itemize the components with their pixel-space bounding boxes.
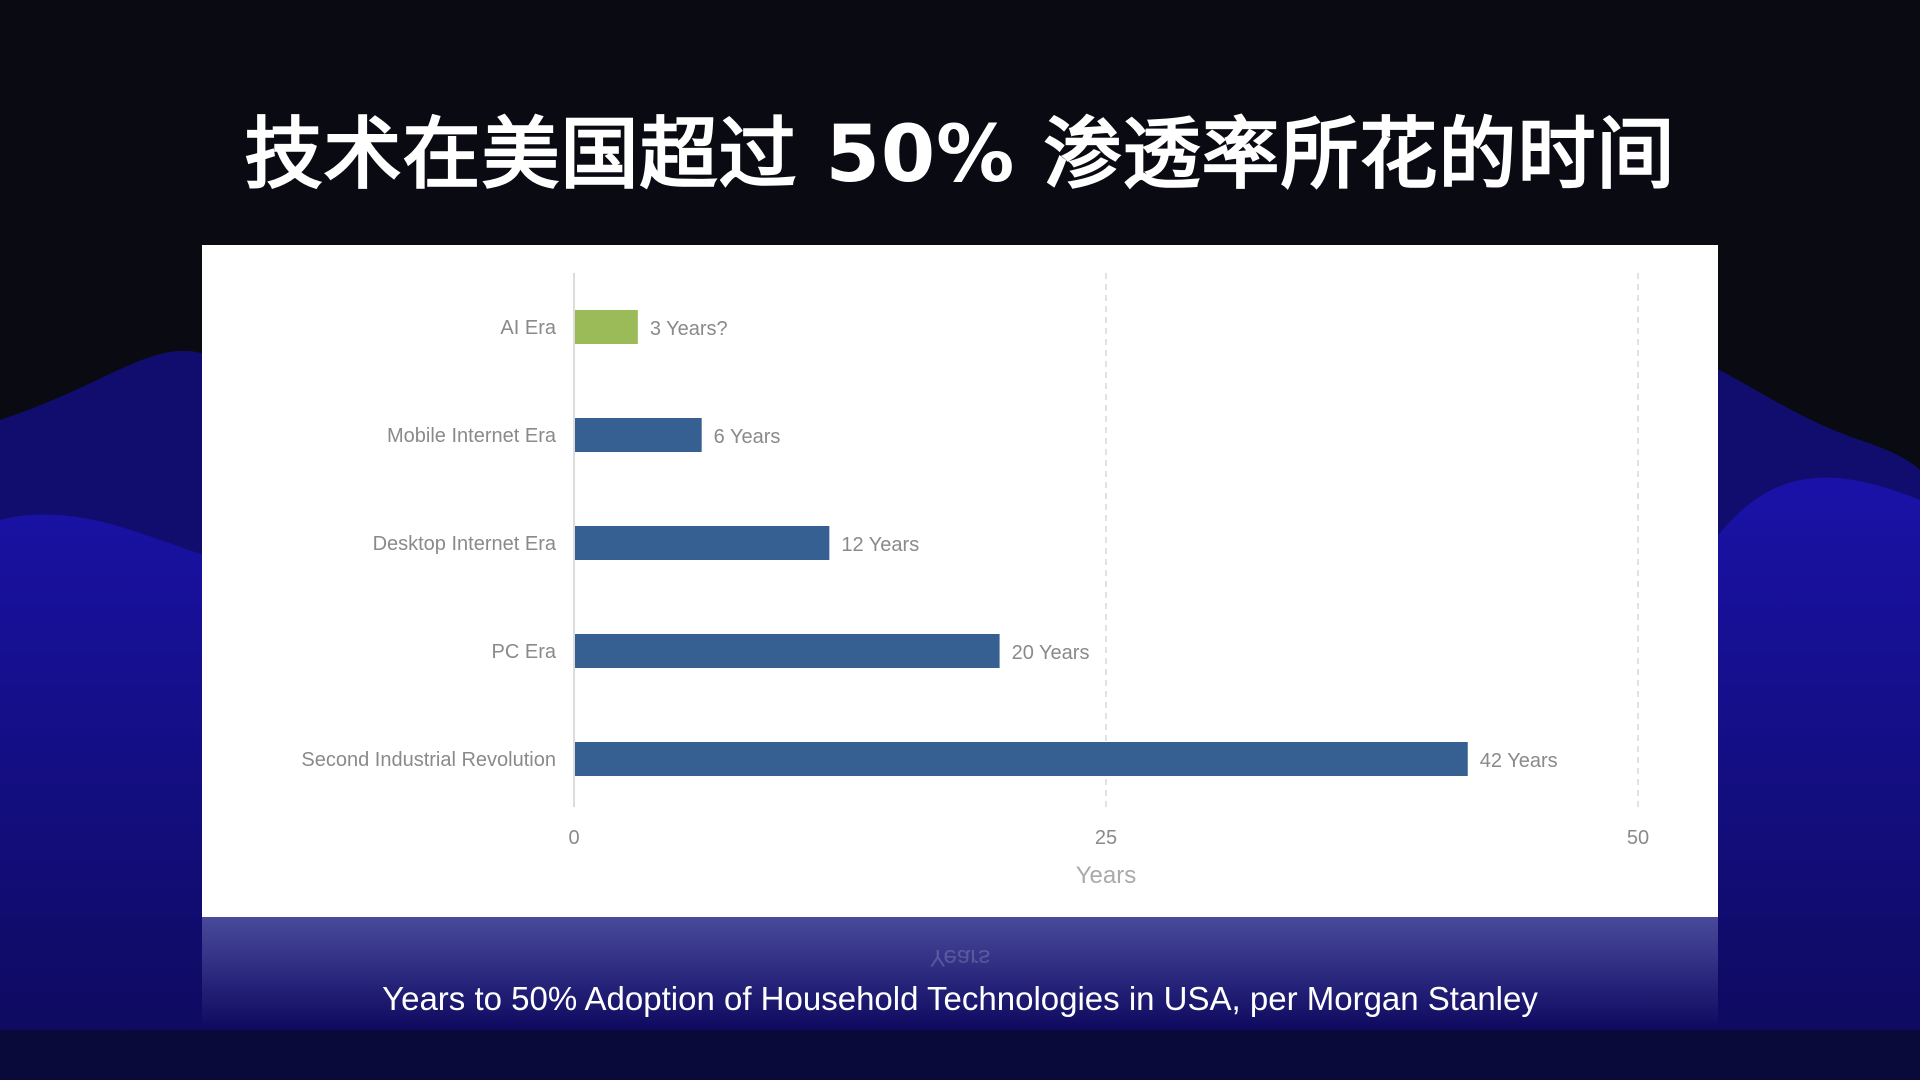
category-label: Second Industrial Revolution xyxy=(301,749,556,771)
slide-title: 技术在美国超过 50% 渗透率所花的时间 xyxy=(244,110,1676,200)
reflection-text: Years xyxy=(929,944,991,971)
category-label: AI Era xyxy=(500,317,556,339)
x-tick-label-25: 25 xyxy=(1095,827,1117,849)
bar-chart: AI Era 3 Years? Mobile Internet Era 6 Years… xyxy=(301,273,1649,889)
bar xyxy=(575,418,702,452)
data-label: 42 Years xyxy=(1480,750,1558,772)
category-label: PC Era xyxy=(492,641,557,663)
chart-card: AI Era 3 Years? Mobile Internet Era 6 Years… xyxy=(202,245,1718,917)
data-label: 6 Years xyxy=(714,426,781,448)
data-label: 12 Years xyxy=(841,534,919,556)
data-label: 20 Years xyxy=(1012,642,1090,664)
bars: AI Era 3 Years? Mobile Internet Era 6 Years… xyxy=(301,310,1558,776)
category-label: Desktop Internet Era xyxy=(373,533,557,555)
category-label: Mobile Internet Era xyxy=(387,425,557,447)
data-label: 3 Years? xyxy=(650,318,728,340)
grid-lines xyxy=(1105,273,1639,807)
bar-row: PC Era 20 Years xyxy=(492,634,1090,668)
bar-row: Mobile Internet Era 6 Years xyxy=(387,418,780,452)
x-tick-label-0: 0 xyxy=(568,827,579,849)
bar xyxy=(575,742,1468,776)
bar-row: Desktop Internet Era 12 Years xyxy=(373,526,919,560)
bar xyxy=(575,634,1000,668)
bar-row: Second Industrial Revolution 42 Years xyxy=(301,742,1558,776)
bar xyxy=(575,310,638,344)
x-axis-ticks: 0 25 50 xyxy=(568,827,1649,849)
bar-row: AI Era 3 Years? xyxy=(500,310,728,344)
chart-caption: Years to 50% Adoption of Household Techn… xyxy=(382,980,1538,1017)
x-axis-label: Years xyxy=(1076,862,1137,889)
chart-reflection: Years xyxy=(202,917,1718,1027)
bar xyxy=(575,526,830,560)
x-tick-label-50: 50 xyxy=(1627,827,1649,849)
